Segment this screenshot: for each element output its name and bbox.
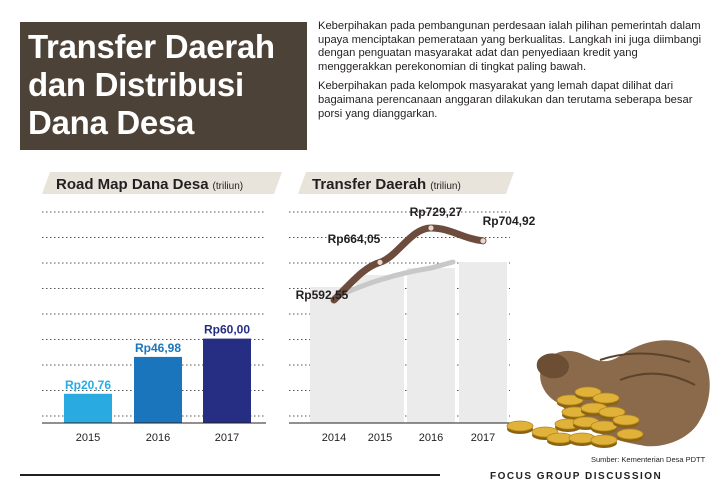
coin [590,434,618,446]
bar [310,287,358,423]
coin [506,420,534,432]
title-line: Transfer Daerah [28,28,275,65]
data-label: Rp704,92 [483,214,536,228]
data-label: Rp592,55 [296,288,349,302]
data-label: Rp20,76 [65,378,111,392]
title-line: dan Distribusi [28,66,244,103]
data-point [428,225,434,231]
x-tick-label: 2015 [76,432,100,444]
chart-title-tag: Transfer Daerah (triliun) [298,172,514,194]
data-point [480,238,486,244]
coin [598,406,626,418]
coin [592,392,620,404]
chart-title: Road Map Dana Desa (triliun) [56,176,243,193]
x-tick-label: 2017 [471,432,495,444]
bar [203,338,251,423]
chart-title-tag-bg [298,172,514,194]
title-box: Transfer Daerah dan Distribusi Dana Desa [20,22,307,150]
bar [64,393,112,423]
x-tick-label: 2016 [419,432,443,444]
footer-cut-text: FOCUS GROUP DISCUSSION [490,471,663,482]
chart-title-tag: Road Map Dana Desa (triliun) [42,172,282,194]
bar [459,262,507,423]
chart-unit: (triliun) [213,181,244,192]
x-tick-label: 2014 [322,432,346,444]
coin [556,394,584,406]
coin [612,414,640,426]
x-tick-label: 2015 [368,432,392,444]
bar [134,356,182,423]
data-label: Rp46,98 [135,341,181,355]
title-line: Dana Desa [28,104,195,141]
money-bag-illustration [506,340,710,448]
data-point [377,259,383,265]
data-label: Rp60,00 [204,323,250,337]
source-note: Sumber: Kementerian Desa PDTT [591,455,706,464]
data-label: Rp664,05 [328,232,381,246]
bag-tie [536,353,569,379]
bag-fold [599,352,691,363]
chart-unit: (triliun) [430,181,461,192]
intro-paragraph: Keberpihakan pada pembangunan perdesaan … [318,20,702,73]
series-line [330,224,487,304]
coin [616,428,644,440]
x-tick-label: 2017 [215,432,239,444]
data-label: Rp729,27 [410,205,463,219]
x-tick-label: 2016 [146,432,170,444]
bar [407,268,455,423]
bottom-rule [20,474,440,476]
intro-text: Keberpihakan pada pembangunan perdesaan … [318,20,710,127]
bag-fold [619,372,696,386]
coin [574,386,602,398]
bar [356,275,404,423]
intro-paragraph: Keberpihakan pada kelompok masyarakat ya… [318,80,693,120]
chart-title: Transfer Daerah (triliun) [312,176,461,193]
chart-title-tag-bg [42,172,282,194]
